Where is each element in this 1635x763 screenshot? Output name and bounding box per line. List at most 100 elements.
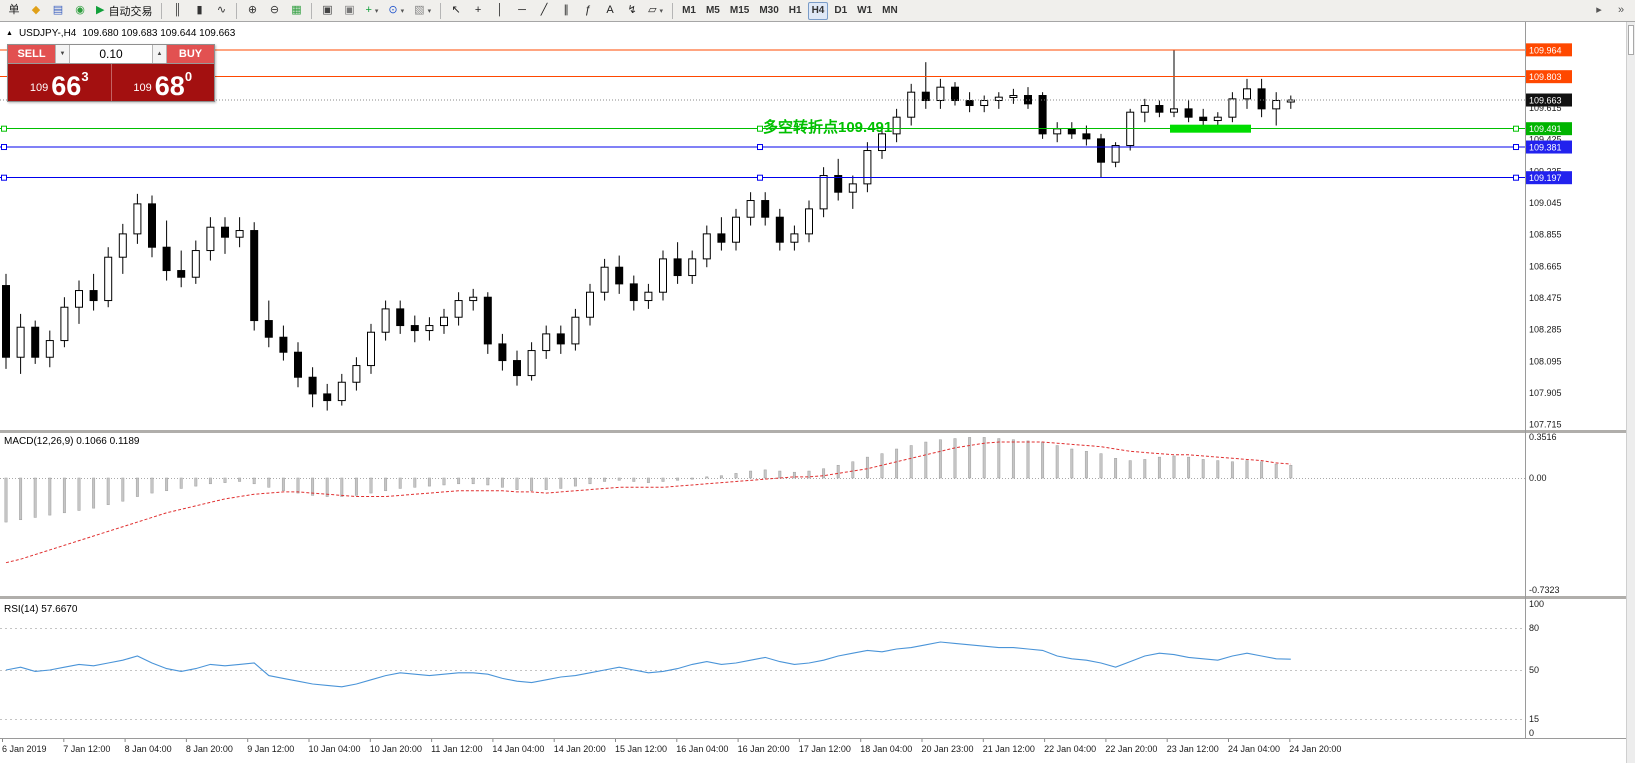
time-label: 11 Jan 12:00 [431, 744, 482, 754]
new-order-button[interactable]: 单 [4, 2, 24, 20]
indicators-icon[interactable]: + ▾ [361, 2, 382, 20]
indicators-icon-caret[interactable]: ▾ [374, 7, 379, 15]
chart-canvas[interactable]: MACD(12,26,9) 0.1066 0.1189 0.3516 0.00 -0.… [0, 22, 1635, 763]
hline-handle[interactable] [757, 125, 763, 132]
volume-decrease-button[interactable]: ▼ [55, 45, 70, 63]
highlight-rectangle-object[interactable] [1170, 124, 1251, 133]
time-label: 24 Jan 04:00 [1228, 744, 1280, 754]
arrange-windows-icon[interactable]: ▣ [339, 2, 359, 20]
candle-body [1009, 95, 1018, 99]
timeframe-m5[interactable]: M5 [702, 2, 724, 20]
bar-chart-mode-icon[interactable]: ║ [167, 2, 187, 20]
fibonacci-icon[interactable]: ƒ [578, 2, 598, 20]
hline-handle[interactable] [757, 144, 763, 151]
time-label: 14 Jan 20:00 [554, 744, 606, 754]
price-tag [1526, 70, 1572, 84]
volume-input[interactable] [70, 45, 152, 63]
sell-price-display[interactable]: 109 66 3 [8, 64, 111, 101]
buy-price-big-digits: 68 [154, 71, 185, 102]
periods-icon-caret[interactable]: ▾ [400, 7, 405, 15]
candle-body [556, 333, 565, 345]
buy-button[interactable]: BUY [167, 45, 214, 63]
candle-body [775, 216, 784, 243]
toolbar-more-icon[interactable]: ▸ [1589, 2, 1609, 20]
axis-label: 107.905 [1529, 388, 1562, 398]
candle-body [542, 333, 551, 352]
candle-body [148, 203, 156, 248]
macd-histogram-bar [238, 477, 242, 482]
hline-handle[interactable] [1513, 174, 1519, 181]
timeframe-h1[interactable]: H1 [785, 2, 806, 20]
hline-handle[interactable] [1513, 125, 1519, 132]
hline-handle[interactable] [1, 144, 7, 151]
vertical-line-icon[interactable]: │ [490, 2, 510, 20]
panel-separator[interactable] [0, 430, 1635, 433]
candle-body [221, 226, 229, 238]
navigator-icon[interactable]: ◉ [70, 2, 90, 20]
candle-body [250, 230, 259, 322]
zoom-out-icon[interactable]: ⊖ [264, 2, 284, 20]
timeframe-mn[interactable]: MN [878, 2, 902, 20]
macd-histogram-bar [1143, 459, 1147, 479]
timeframe-h4[interactable]: H4 [807, 1, 829, 20]
templates-icon-caret[interactable]: ▾ [427, 7, 432, 15]
vertical-scrollbar[interactable] [1626, 22, 1635, 763]
candle-body [191, 250, 200, 278]
horizontal-line-icon[interactable]: ─ [512, 2, 532, 20]
candlestick-mode-icon[interactable]: ▮ [189, 2, 209, 20]
autotrading-button[interactable]: ▶ 自动交易 [92, 2, 156, 20]
macd-histogram-bar [778, 470, 782, 479]
sell-button[interactable]: SELL [8, 45, 55, 63]
line-chart-mode-icon[interactable]: ∿ [211, 2, 231, 20]
trendline-icon[interactable]: ╱ [534, 2, 554, 20]
hline-handle[interactable] [1, 174, 7, 181]
macd-histogram-bar [1201, 459, 1205, 479]
hline-handle[interactable] [757, 174, 763, 181]
panel-separator[interactable] [0, 596, 1635, 599]
crosshair-icon[interactable]: + [468, 2, 488, 20]
channel-icon[interactable]: ∥ [556, 2, 576, 20]
one-click-collapse-icon[interactable]: ▲ [6, 30, 13, 37]
market-watch-icon[interactable]: ◆ [26, 2, 46, 20]
timeframe-w1[interactable]: W1 [853, 2, 876, 20]
sell-price-big-digits: 66 [51, 71, 82, 102]
axis-label: -0.7323 [1529, 585, 1560, 595]
scrollbar-thumb[interactable] [1628, 25, 1634, 55]
macd-histogram-bar [530, 477, 534, 492]
macd-histogram-bar [1070, 448, 1074, 479]
timeframe-m15[interactable]: M15 [726, 2, 753, 20]
candle-body [848, 183, 857, 193]
toolbar-overflow-icon-glyph: » [1617, 4, 1625, 16]
candle-body [951, 86, 959, 102]
cascade-windows-icon[interactable]: ▣ [317, 2, 337, 20]
buy-price-display[interactable]: 109 68 0 [110, 64, 215, 102]
tile-windows-icon[interactable]: ▦ [286, 2, 306, 20]
volume-increase-button[interactable]: ▲ [152, 45, 167, 63]
hline-handle[interactable] [1, 125, 7, 132]
macd-histogram-bar [865, 456, 869, 479]
data-window-icon[interactable]: ▤ [48, 2, 68, 20]
time-label: 8 Jan 20:00 [186, 744, 233, 754]
timeframe-m1[interactable]: M1 [678, 2, 700, 20]
text-icon[interactable]: A [600, 2, 620, 20]
macd-histogram-bar [661, 477, 665, 482]
shapes-icon-caret[interactable]: ▾ [659, 7, 664, 15]
macd-histogram-bar [1157, 456, 1161, 479]
macd-histogram-bar [632, 477, 636, 482]
macd-histogram-bar [19, 477, 23, 521]
hline-handle[interactable] [1513, 144, 1519, 151]
templates-icon[interactable]: ▧ ▾ [410, 2, 435, 20]
timeframe-d1[interactable]: D1 [830, 2, 851, 20]
timeframe-d1-glyph: D1 [834, 4, 848, 16]
shapes-icon[interactable]: ▱ ▾ [644, 2, 667, 20]
cursor-icon[interactable]: ↖ [446, 2, 466, 20]
timeframe-m30[interactable]: M30 [755, 2, 782, 20]
macd-histogram-bar [354, 477, 358, 496]
macd-histogram-bar [500, 477, 504, 488]
zoom-in-icon[interactable]: ⊕ [242, 2, 262, 20]
price-tag-label: 109.197 [1529, 173, 1562, 183]
toolbar-overflow-icon[interactable]: » [1611, 2, 1631, 20]
periods-icon[interactable]: ⊙ ▾ [384, 2, 408, 20]
arrows-icon[interactable]: ↯ [622, 2, 642, 20]
candle-body [907, 91, 916, 118]
